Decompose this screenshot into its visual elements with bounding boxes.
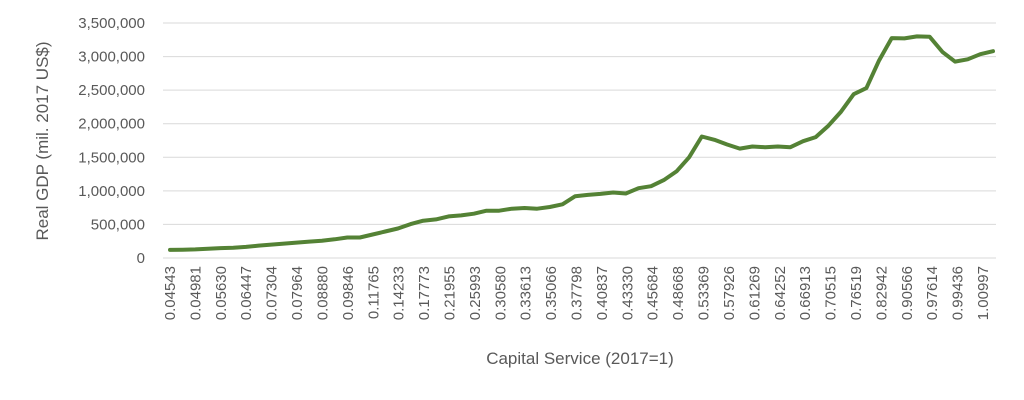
y-tick-label: 2,500,000 [78,82,145,99]
x-tick-label: 0.05630 [213,266,230,320]
x-tick-label: 0.30580 [492,266,509,320]
x-tick-label: 0.64252 [772,266,789,320]
x-tick-label: 0.37798 [569,266,586,320]
x-tick-label: 0.99436 [950,266,967,320]
x-tick-label: 0.82942 [873,266,890,320]
x-tick-label: 0.43330 [619,266,636,320]
x-tick-label: 0.61269 [746,266,763,320]
x-tick-label: 0.53369 [696,266,713,320]
x-tick-label: 0.66913 [797,266,814,320]
x-tick-label: 0.97614 [924,266,941,320]
x-axis-tick-labels: 0.04543 0.04981 0.05630 0.06447 0.07304 0.079… [162,266,992,320]
series-line [168,34,995,252]
x-tick-label: 0.90566 [899,266,916,320]
gridlines [163,22,996,259]
x-tick-label: 0.45684 [645,266,662,320]
x-axis-title: Capital Service (2017=1) [486,349,674,368]
y-axis-tick-labels: 0 500,000 1,000,000 1,500,000 2,000,000 2,500… [78,15,145,267]
x-tick-label: 0.40837 [594,266,611,320]
x-tick-label: 0.25993 [467,266,484,320]
x-tick-label: 0.09846 [340,266,357,320]
x-tick-label: 0.35066 [543,266,560,320]
x-tick-label: 0.07304 [264,266,281,320]
x-tick-label: 0.06447 [238,266,255,320]
y-tick-label: 0 [137,250,145,267]
x-tick-label: 0.04543 [162,266,179,320]
x-tick-label: 1.00997 [975,266,992,320]
y-tick-label: 500,000 [91,216,145,233]
y-axis-title: Real GDP (mil. 2017 US$) [33,41,52,240]
y-tick-label: 3,000,000 [78,49,145,66]
y-tick-label: 3,500,000 [78,15,145,32]
x-tick-label: 0.04981 [187,266,204,320]
y-tick-label: 1,000,000 [78,183,145,200]
y-tick-label: 1,500,000 [78,149,145,166]
x-tick-label: 0.76519 [848,266,865,320]
x-tick-label: 0.48668 [670,266,687,320]
x-tick-label: 0.21955 [441,266,458,320]
x-tick-label: 0.70515 [823,266,840,320]
x-tick-label: 0.57926 [721,266,738,320]
x-tick-label: 0.08880 [314,266,331,320]
x-tick-label: 0.11765 [365,266,382,319]
y-tick-label: 2,000,000 [78,116,145,133]
series-layer [168,34,995,252]
x-tick-label: 0.17773 [416,266,433,320]
x-tick-label: 0.33613 [518,266,535,320]
x-tick-label: 0.14233 [391,266,408,320]
x-tick-label: 0.07964 [289,266,306,320]
